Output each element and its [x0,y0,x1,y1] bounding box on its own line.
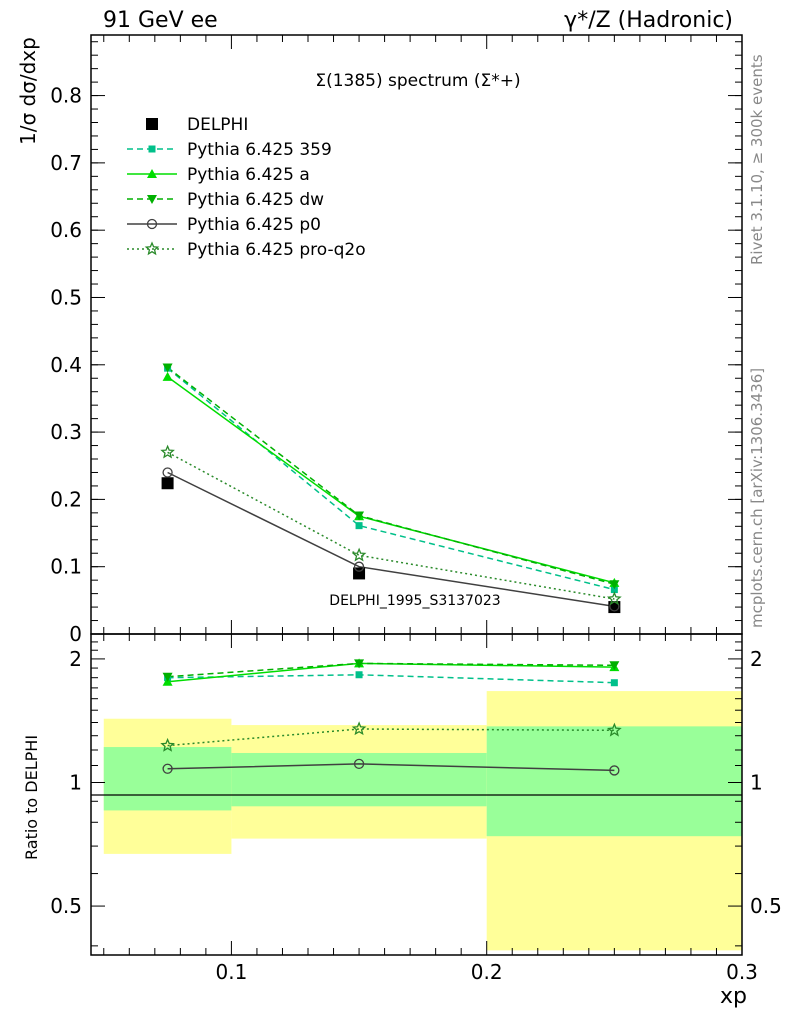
legend-label-delphi: DELPHI [187,115,248,135]
legend: DELPHI Pythia 6.425 359 Pythia 6.425 a Pyth… [127,115,366,260]
legend-label-pythia-6-425-pro-q2o: Pythia 6.425 pro-q2o [187,240,366,260]
main-point-pythia-6-425-dw [162,363,173,373]
main-y-tick-label: 0.6 [50,218,82,242]
legend-marker-delphi [146,118,158,130]
ratio-y-tick-label-right: 1 [750,770,763,794]
ratio-point-pythia-6-425-359 [355,671,363,679]
main-y-tick-label: 0.2 [50,487,82,511]
ratio-frame [90,633,743,956]
ratio-point-pythia-6-425-pro-q2o [606,722,622,737]
main-point-pythia-6-425-359 [355,522,363,530]
x-tick-label: 0.2 [471,960,503,984]
main-title: Σ(1385) spectrum (Σ*+) [315,71,520,91]
ratio-panel: Ratio to DELPHI xp 0.1 0.2 0.3 0.5 0.5 1 1 2 2 [22,633,782,1009]
legend-marker-pythia-6-425-a [147,169,157,178]
x-tick-label: 0.1 [216,960,248,984]
ratio-point-pythia-6-425-p0 [609,765,620,776]
main-point-pythia-6-425-p0 [162,467,173,478]
main-line-pythia-6-425-pro-q2o [167,451,615,600]
ratio-y-tick-label: 1 [69,770,82,794]
side-label-top: Rivet 3.1.10, ≥ 300k events [748,54,766,265]
ratio-point-pythia-6-425-dw [354,659,365,669]
main-point-pythia-6-425-pro-q2o [351,547,367,562]
legend-label-pythia-6-425-dw: Pythia 6.425 dw [187,190,324,210]
ratio-point-pythia-6-425-359 [610,679,618,687]
main-y-tick-label: 0 [69,622,82,646]
main-point-pythia-6-425-dw [609,580,620,590]
error-band-inner [486,726,742,837]
ratio-point-pythia-6-425-pro-q2o [351,721,367,736]
watermark: DELPHI_1995_S3137023 [329,593,500,609]
header-left: 91 GeV ee [103,8,218,33]
ratio-point-pythia-6-425-p0 [162,763,173,774]
main-point-pythia-6-425-a [162,371,173,381]
legend-label-pythia-6-425-a: Pythia 6.425 a [187,165,310,185]
main-y-tick-label: 0.3 [50,420,82,444]
ratio-y-tick-label: 0.5 [50,894,82,918]
x-tick-label: 0.3 [726,960,758,984]
main-y-tick-label: 0.8 [50,84,82,108]
error-band-inner [231,752,487,807]
ratio-y-tick-label-right: 0.5 [750,894,782,918]
main-y-tick-label: 0.1 [50,555,82,579]
x-axis-label: xp [720,984,747,1009]
main-y-tick-label: 0.7 [50,151,82,175]
main-line-pythia-6-425-a [167,376,615,584]
main-line-pythia-6-425-p0 [167,471,615,608]
main-point-delphi [161,477,174,490]
ratio-ylabel: Ratio to DELPHI [22,735,41,860]
main-point-pythia-6-425-359 [610,586,618,594]
main-y-tick-label: 0.4 [50,353,82,377]
ratio-line-pythia-6-425-a [167,662,615,683]
legend-marker-pythia-6-425-p0 [146,218,158,230]
main-point-pythia-6-425-pro-q2o [160,444,175,459]
main-line-pythia-6-425-359 [167,367,615,591]
main-line-pythia-6-425-dw [167,366,615,585]
ratio-y-tick-label: 2 [69,647,82,671]
header-right: γ*/Z (Hadronic) [564,8,733,33]
ratio-line-pythia-6-425-p0 [167,763,615,772]
ratio-point-pythia-6-425-pro-q2o [160,737,175,752]
main-ylabel: 1/σ dσ/dxp [16,37,40,145]
legend-marker-pythia-6-425-pro-q2o [144,241,160,256]
main-y-tick-label: 0.5 [50,285,82,309]
main-point-pythia-6-425-pro-q2o [606,591,622,606]
error-band-inner [103,747,232,811]
main-panel: Σ(1385) spectrum (Σ*+) DELPHI_1995_S3137… [16,34,743,646]
ratio-point-pythia-6-425-dw [162,672,173,682]
legend-marker-pythia-6-425-359 [148,145,156,153]
legend-label-pythia-6-425-359: Pythia 6.425 359 [187,140,332,160]
ratio-y-tick-label-right: 2 [750,647,763,671]
side-label-bottom: mcplots.cern.ch [arXiv:1306.3436] [748,368,766,628]
main-point-pythia-6-425-p0 [353,561,365,572]
legend-marker-pythia-6-425-dw [147,195,157,204]
legend-label-pythia-6-425-p0: Pythia 6.425 p0 [187,215,321,235]
ratio-point-pythia-6-425-p0 [353,758,365,770]
main-point-pythia-6-425-dw [354,511,365,521]
ratio-point-pythia-6-425-dw [609,661,620,671]
